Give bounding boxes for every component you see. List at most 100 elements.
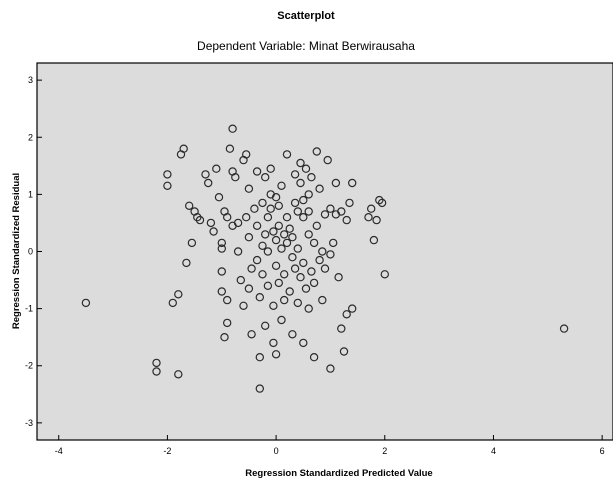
data-point bbox=[299, 258, 308, 268]
data-point bbox=[258, 270, 267, 279]
data-point bbox=[285, 224, 294, 233]
data-point bbox=[312, 147, 321, 156]
y-tick-label: 1 bbox=[28, 189, 33, 199]
data-point bbox=[252, 221, 262, 230]
data-point bbox=[345, 198, 354, 208]
data-point bbox=[334, 273, 343, 282]
data-point bbox=[212, 164, 221, 173]
data-point bbox=[304, 230, 313, 239]
data-point bbox=[222, 295, 232, 305]
data-point bbox=[217, 287, 226, 296]
data-point bbox=[252, 255, 262, 265]
data-point bbox=[348, 304, 357, 313]
data-point bbox=[320, 210, 330, 219]
data-point bbox=[81, 298, 91, 308]
y-tick-label: -2 bbox=[25, 361, 33, 371]
data-point bbox=[277, 244, 286, 253]
data-point bbox=[307, 172, 316, 182]
data-point bbox=[174, 370, 183, 379]
data-point bbox=[263, 247, 273, 256]
data-point bbox=[309, 238, 319, 248]
data-point bbox=[337, 207, 346, 216]
data-point bbox=[261, 321, 270, 330]
data-point bbox=[304, 304, 313, 313]
data-point bbox=[263, 281, 273, 290]
data-point bbox=[320, 264, 330, 273]
data-point bbox=[282, 150, 292, 159]
data-point bbox=[228, 124, 237, 133]
data-point bbox=[296, 178, 305, 188]
data-point bbox=[309, 278, 319, 288]
data-point bbox=[274, 221, 283, 230]
data-point bbox=[233, 247, 243, 256]
data-point bbox=[299, 195, 308, 205]
data-point bbox=[288, 253, 297, 262]
x-tick-label: 6 bbox=[600, 446, 605, 456]
data-point bbox=[244, 232, 254, 242]
data-point bbox=[255, 353, 264, 362]
data-point bbox=[296, 273, 305, 282]
data-point bbox=[269, 227, 278, 236]
data-point bbox=[304, 190, 313, 199]
data-point bbox=[342, 215, 351, 225]
data-point bbox=[217, 238, 226, 248]
data-point bbox=[377, 198, 387, 208]
data-point bbox=[182, 258, 191, 268]
data-point bbox=[290, 198, 300, 208]
data-point bbox=[258, 241, 267, 250]
y-tick-label: 2 bbox=[28, 132, 33, 142]
data-point bbox=[318, 247, 327, 256]
y-tick-label: 3 bbox=[28, 75, 33, 85]
data-point bbox=[201, 170, 210, 179]
data-point bbox=[214, 192, 224, 202]
data-point bbox=[255, 293, 264, 302]
data-point bbox=[244, 284, 254, 293]
data-point bbox=[312, 221, 321, 230]
data-point bbox=[274, 201, 283, 210]
data-point bbox=[247, 330, 256, 339]
data-points bbox=[81, 124, 569, 393]
data-point bbox=[299, 212, 308, 222]
data-point bbox=[280, 295, 289, 305]
data-point bbox=[337, 324, 346, 333]
y-tick-label: -1 bbox=[25, 304, 33, 314]
data-point bbox=[250, 204, 259, 213]
data-point bbox=[339, 347, 349, 356]
data-point bbox=[326, 364, 335, 373]
x-axis-label: Regression Standardized Predicted Value bbox=[245, 468, 432, 479]
data-point bbox=[233, 218, 243, 228]
data-point bbox=[269, 338, 278, 348]
data-point bbox=[179, 144, 188, 153]
data-point bbox=[315, 255, 324, 265]
data-point bbox=[195, 215, 205, 225]
data-point bbox=[203, 178, 213, 188]
data-point bbox=[271, 235, 281, 245]
data-point bbox=[236, 275, 245, 285]
data-point bbox=[288, 330, 297, 339]
data-point bbox=[280, 230, 289, 239]
data-point bbox=[288, 232, 297, 242]
data-point bbox=[152, 367, 161, 376]
data-point bbox=[301, 284, 311, 293]
data-point bbox=[163, 170, 172, 179]
data-point bbox=[222, 318, 232, 328]
data-point bbox=[209, 227, 218, 236]
data-point bbox=[220, 333, 229, 342]
data-point bbox=[315, 184, 324, 193]
data-point bbox=[274, 278, 283, 288]
data-point bbox=[263, 212, 273, 222]
y-axis-ticks: -3 -2 -1 0 1 2 3 bbox=[25, 75, 42, 428]
y-tick-label: -3 bbox=[25, 418, 33, 428]
data-point bbox=[293, 207, 302, 216]
data-point bbox=[225, 144, 235, 153]
y-tick-label: 0 bbox=[28, 247, 33, 257]
x-axis-ticks: -4 -2 0 2 4 6 bbox=[55, 435, 605, 456]
data-point bbox=[252, 167, 262, 176]
x-tick-label: -4 bbox=[55, 446, 63, 456]
data-point bbox=[318, 295, 327, 305]
data-point bbox=[269, 301, 278, 310]
data-point bbox=[247, 264, 256, 273]
data-point bbox=[342, 310, 351, 319]
data-point bbox=[290, 264, 300, 273]
